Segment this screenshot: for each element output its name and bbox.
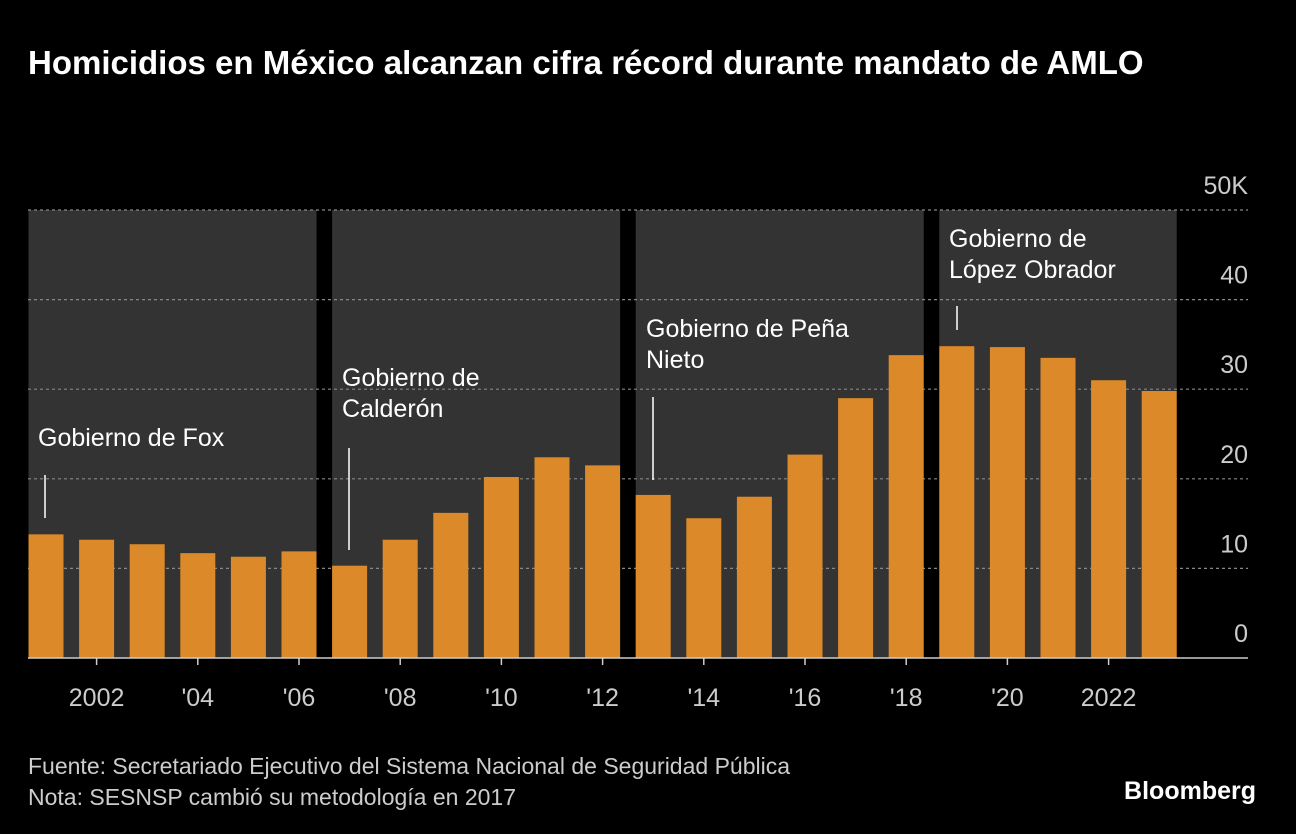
annotation: Gobierno de Peña xyxy=(646,315,849,343)
bar xyxy=(382,539,418,658)
x-tick-label: '18 xyxy=(890,684,923,712)
bar xyxy=(838,398,874,658)
x-tick-label: '10 xyxy=(485,684,518,712)
bar xyxy=(332,565,368,658)
annotation: Gobierno de xyxy=(949,225,1087,253)
annotation: Calderón xyxy=(342,395,443,423)
bar xyxy=(1141,390,1177,658)
bar xyxy=(129,544,165,658)
bar xyxy=(1040,357,1076,658)
x-tick-label: '20 xyxy=(991,684,1024,712)
bar xyxy=(180,553,216,658)
period-band xyxy=(635,210,924,658)
x-tick-label: '16 xyxy=(789,684,822,712)
x-tick-label: '04 xyxy=(182,684,215,712)
annotation: Gobierno de Fox xyxy=(38,424,225,452)
x-tick-label: '06 xyxy=(283,684,316,712)
note: Nota: SESNSP cambió su metodología en 20… xyxy=(28,784,516,810)
annotation: López Obrador xyxy=(949,256,1116,284)
bar xyxy=(736,496,772,658)
x-tick-label: 2002 xyxy=(69,684,125,712)
bar xyxy=(281,551,317,658)
y-tick-label: 40 xyxy=(1220,262,1248,290)
bar xyxy=(635,494,671,658)
bar xyxy=(1091,380,1127,658)
bar xyxy=(989,347,1025,658)
y-tick-label: 20 xyxy=(1220,441,1248,469)
bar xyxy=(787,454,823,658)
credit: Bloomberg xyxy=(1124,777,1256,805)
period-band xyxy=(28,210,317,658)
bar xyxy=(483,477,519,658)
x-tick-label: '12 xyxy=(586,684,619,712)
y-tick-label: 50K xyxy=(1204,172,1249,200)
bar xyxy=(585,465,621,658)
bar xyxy=(28,534,64,658)
bar xyxy=(534,457,570,658)
y-tick-label: 0 xyxy=(1234,620,1248,648)
bar xyxy=(888,355,924,658)
bar xyxy=(230,556,266,658)
x-tick-label: '08 xyxy=(384,684,417,712)
x-tick-label: '14 xyxy=(688,684,721,712)
bar xyxy=(433,512,469,658)
y-tick-label: 10 xyxy=(1220,530,1248,558)
y-tick-label: 30 xyxy=(1220,351,1248,379)
x-tick-label: 2022 xyxy=(1081,684,1137,712)
bar xyxy=(79,539,115,658)
period-band xyxy=(332,210,621,658)
annotation: Gobierno de xyxy=(342,364,480,392)
chart-title: Homicidios en México alcanzan cifra réco… xyxy=(28,44,1144,81)
source: Fuente: Secretariado Ejecutivo del Siste… xyxy=(28,753,790,779)
annotation: Nieto xyxy=(646,346,704,374)
bar xyxy=(939,346,975,658)
bar xyxy=(686,518,722,658)
